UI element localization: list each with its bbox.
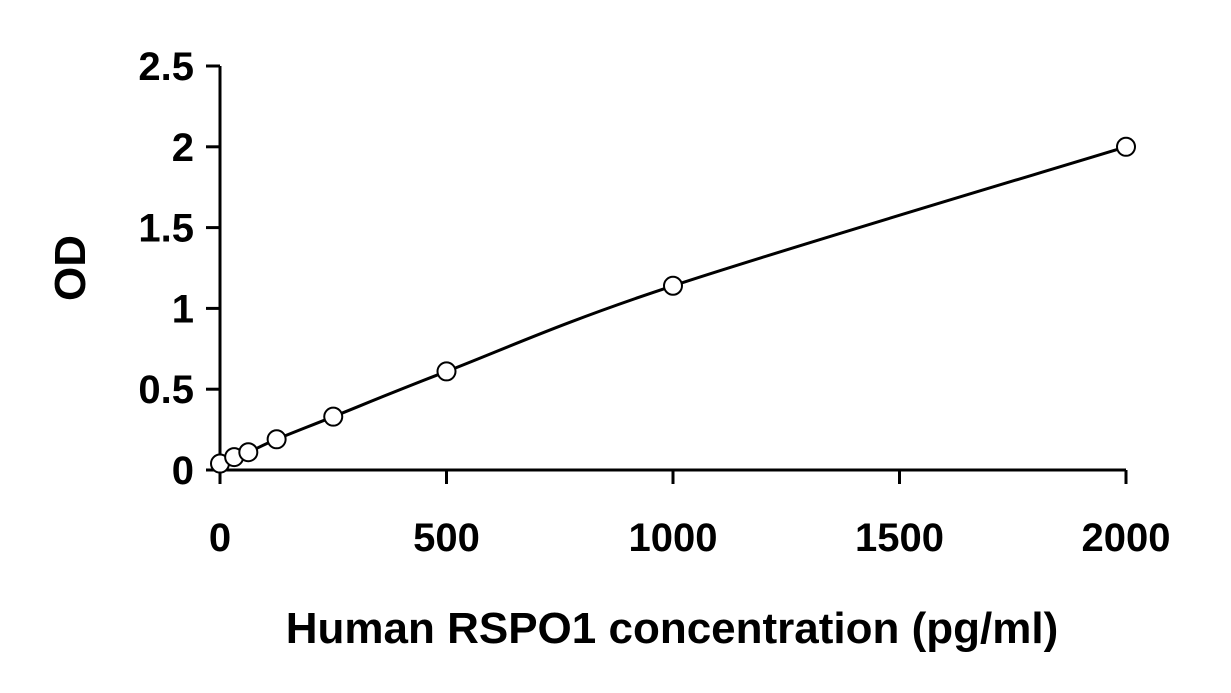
x-axis-ticks: 0 500 1000 1500 2000 xyxy=(209,470,1171,560)
x-tick-label: 2000 xyxy=(1082,516,1171,560)
y-tick-label: 0.5 xyxy=(138,368,194,412)
x-tick-label: 1000 xyxy=(629,516,718,560)
x-axis-title: Human RSPO1 concentration (pg/ml) xyxy=(286,604,1059,653)
x-tick-label: 500 xyxy=(413,516,480,560)
y-tick-label: 1.5 xyxy=(138,207,194,251)
data-point xyxy=(1116,136,1136,157)
fit-curve xyxy=(219,145,1127,465)
data-point xyxy=(323,406,344,427)
data-point xyxy=(436,361,457,382)
x-tick-label: 0 xyxy=(209,516,231,560)
y-axis-ticks: 0 0.5 1 1.5 2 2.5 xyxy=(138,45,220,493)
data-point xyxy=(238,442,259,463)
y-axis-title: OD xyxy=(46,235,95,301)
y-tick-label: 1 xyxy=(172,287,194,331)
x-tick-label: 1500 xyxy=(855,516,944,560)
data-point xyxy=(663,275,683,296)
data-point xyxy=(266,429,287,450)
y-tick-label: 2 xyxy=(172,126,194,170)
data-points xyxy=(210,136,1136,474)
y-tick-label: 0 xyxy=(172,449,194,493)
y-tick-label: 2.5 xyxy=(138,45,194,89)
